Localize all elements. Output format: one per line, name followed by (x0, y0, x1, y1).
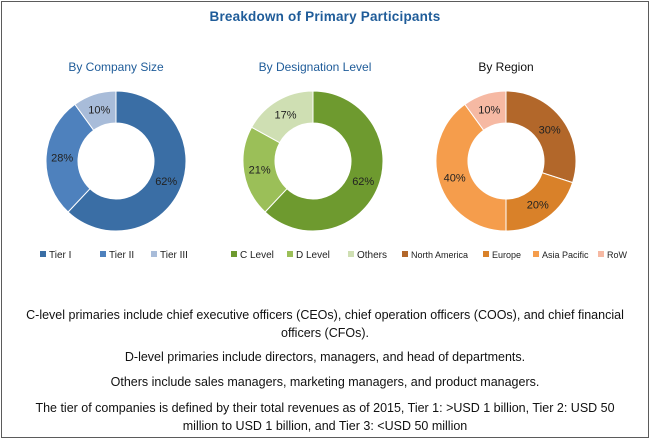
main-title: Breakdown of Primary Participants (209, 9, 441, 24)
by-region-legend-label-north-america: North America (411, 250, 468, 260)
by-designation-level-legend-swatch-others (348, 251, 354, 257)
by-company-size-data-label-tier-iii: 10% (88, 105, 110, 117)
by-region-legend-swatch-row (598, 251, 604, 257)
by-company-size-legend-label-tier-ii: Tier II (109, 250, 134, 261)
by-designation-level-data-label-d-level: 21% (249, 164, 271, 176)
by-region-data-label-north-america: 30% (539, 124, 561, 136)
by-company-size-legend-label-tier-i: Tier I (49, 250, 71, 261)
by-designation-level-legend-label-c-level: C Level (240, 250, 274, 261)
by-company-size-slice-tier-iii (74, 90, 117, 131)
by-company-size-slice-tier-i (67, 90, 187, 232)
by-company-size-data-label-tier-ii: 28% (51, 153, 73, 165)
by-designation-level-data-label-others: 17% (274, 110, 296, 122)
by-region-data-label-asia-pacific: 40% (444, 173, 466, 185)
by-company-size-legend-swatch-tier-ii (100, 251, 106, 257)
by-company-size-data-label-tier-i: 62% (155, 176, 177, 188)
by-region-legend-swatch-north-america (402, 251, 408, 257)
note-c-level: C-level primaries include chief executiv… (26, 308, 624, 340)
note-tier-definition: The tier of companies is defined by thei… (35, 401, 615, 433)
company-size-chart-title: By Company Size (68, 60, 164, 74)
by-region-legend-swatch-europe (483, 251, 489, 257)
note-d-level: D-level primaries include directors, man… (124, 350, 526, 364)
by-region-slice-asia-pacific (435, 103, 507, 232)
note-others: Others include sales managers, marketing… (110, 375, 540, 389)
region-chart-title: By Region (478, 60, 534, 74)
designation-level-chart-title: By Designation Level (258, 60, 372, 74)
by-designation-level-legend-label-others: Others (357, 250, 387, 261)
by-region-legend-label-europe: Europe (492, 250, 521, 260)
by-designation-level-legend-label-d-level: D Level (296, 250, 330, 261)
by-region-data-label-europe: 20% (527, 200, 549, 212)
by-company-size-legend-swatch-tier-i (40, 251, 46, 257)
by-region-data-label-row: 10% (478, 105, 500, 117)
by-region-slice-row (464, 90, 507, 131)
by-designation-level-slice-others (250, 90, 314, 144)
by-region-legend-label-row: RoW (607, 250, 628, 260)
donut-charts: 62% 28% 10% Tier I Tier II Tier III 62% 21% 17% C… (40, 90, 628, 261)
by-company-size-legend-label-tier-iii: Tier III (160, 250, 188, 261)
by-designation-level-legend-swatch-d-level (287, 251, 293, 257)
by-designation-level-slice-c-level (264, 90, 384, 232)
by-designation-level-legend-swatch-c-level (231, 251, 237, 257)
by-company-size-legend-swatch-tier-iii (151, 251, 157, 257)
by-region-legend-swatch-asia-pacific (533, 251, 539, 257)
by-designation-level-data-label-c-level: 62% (352, 176, 374, 188)
by-region-slice-north-america (505, 90, 577, 184)
by-region-legend-label-asia-pacific: Asia Pacific (542, 250, 589, 260)
